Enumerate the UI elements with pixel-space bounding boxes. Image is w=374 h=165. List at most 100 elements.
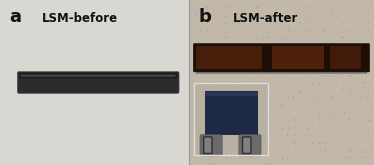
Point bbox=[222, 89, 228, 92]
Point bbox=[292, 13, 298, 16]
Point bbox=[347, 44, 353, 47]
Point bbox=[255, 134, 261, 137]
Point bbox=[191, 119, 197, 121]
Point bbox=[339, 51, 345, 54]
Point bbox=[278, 66, 283, 69]
Point bbox=[222, 141, 228, 144]
Point bbox=[236, 59, 242, 62]
Point bbox=[352, 51, 358, 54]
Point bbox=[199, 155, 205, 158]
Point bbox=[216, 28, 222, 31]
Point bbox=[272, 89, 278, 92]
Point bbox=[334, 51, 340, 54]
Point bbox=[321, 89, 327, 92]
Point bbox=[309, 21, 315, 23]
Point bbox=[187, 29, 193, 31]
Point bbox=[186, 97, 192, 99]
Bar bbox=[0, 0, 189, 8]
Point bbox=[265, 13, 271, 16]
Point bbox=[267, 134, 273, 137]
Point bbox=[359, 141, 365, 144]
Point bbox=[224, 14, 230, 17]
Point bbox=[211, 7, 217, 9]
Point bbox=[272, 73, 278, 76]
Text: a: a bbox=[9, 8, 21, 26]
Point bbox=[291, 82, 297, 84]
Point bbox=[303, 111, 309, 114]
Point bbox=[309, 36, 315, 38]
Bar bbox=[0, 132, 189, 140]
Point bbox=[218, 14, 224, 16]
Point bbox=[228, 43, 234, 46]
Point bbox=[242, 149, 248, 151]
Point bbox=[365, 51, 371, 53]
Point bbox=[229, 21, 235, 23]
Point bbox=[217, 44, 223, 47]
Point bbox=[327, 35, 333, 38]
Point bbox=[346, 164, 352, 165]
Bar bbox=[0, 50, 189, 58]
Point bbox=[291, 59, 297, 61]
Point bbox=[364, 164, 370, 165]
Point bbox=[278, 104, 284, 106]
Point bbox=[197, 142, 203, 145]
Point bbox=[230, 140, 236, 143]
Point bbox=[296, 44, 302, 47]
Point bbox=[229, 126, 234, 128]
Point bbox=[260, 51, 266, 53]
Point bbox=[272, 66, 278, 69]
Point bbox=[197, 22, 203, 25]
Point bbox=[229, 89, 234, 92]
Point bbox=[242, 50, 248, 53]
Point bbox=[217, 112, 223, 115]
Point bbox=[204, 6, 210, 9]
Point bbox=[333, 133, 339, 136]
Bar bbox=[0, 74, 189, 82]
Point bbox=[217, 134, 223, 137]
Point bbox=[235, 133, 241, 136]
Bar bbox=[0, 58, 189, 66]
Point bbox=[272, 14, 278, 17]
Point bbox=[241, 28, 247, 31]
Point bbox=[217, 66, 223, 69]
Point bbox=[199, 14, 205, 16]
Point bbox=[248, 35, 254, 38]
Point bbox=[185, 82, 191, 84]
Point bbox=[309, 141, 315, 144]
Point bbox=[266, 58, 272, 61]
Point bbox=[340, 104, 346, 107]
Point bbox=[334, 58, 340, 61]
Point bbox=[292, 37, 298, 39]
Point bbox=[193, 13, 199, 16]
Point bbox=[359, 156, 365, 158]
Point bbox=[358, 58, 364, 61]
Point bbox=[334, 89, 340, 92]
Point bbox=[303, 44, 309, 47]
Point bbox=[230, 67, 236, 69]
Point bbox=[260, 157, 266, 160]
Point bbox=[365, 13, 371, 16]
Point bbox=[284, 157, 290, 160]
Point bbox=[316, 126, 322, 129]
Point bbox=[353, 163, 359, 165]
Point bbox=[235, 21, 241, 24]
Point bbox=[297, 81, 303, 83]
Point bbox=[266, 163, 272, 165]
Point bbox=[298, 112, 304, 114]
Point bbox=[254, 43, 260, 46]
Point bbox=[211, 133, 217, 136]
Point bbox=[192, 37, 198, 39]
Point bbox=[254, 89, 260, 91]
Point bbox=[260, 43, 266, 46]
Point bbox=[327, 119, 333, 122]
Point bbox=[273, 37, 279, 39]
Point bbox=[197, 126, 203, 128]
Point bbox=[328, 157, 334, 159]
Point bbox=[223, 156, 229, 159]
FancyBboxPatch shape bbox=[193, 44, 370, 72]
Point bbox=[328, 29, 334, 32]
Bar bbox=[0, 41, 189, 50]
Point bbox=[340, 67, 346, 69]
Point bbox=[296, 21, 302, 23]
Point bbox=[359, 37, 365, 39]
